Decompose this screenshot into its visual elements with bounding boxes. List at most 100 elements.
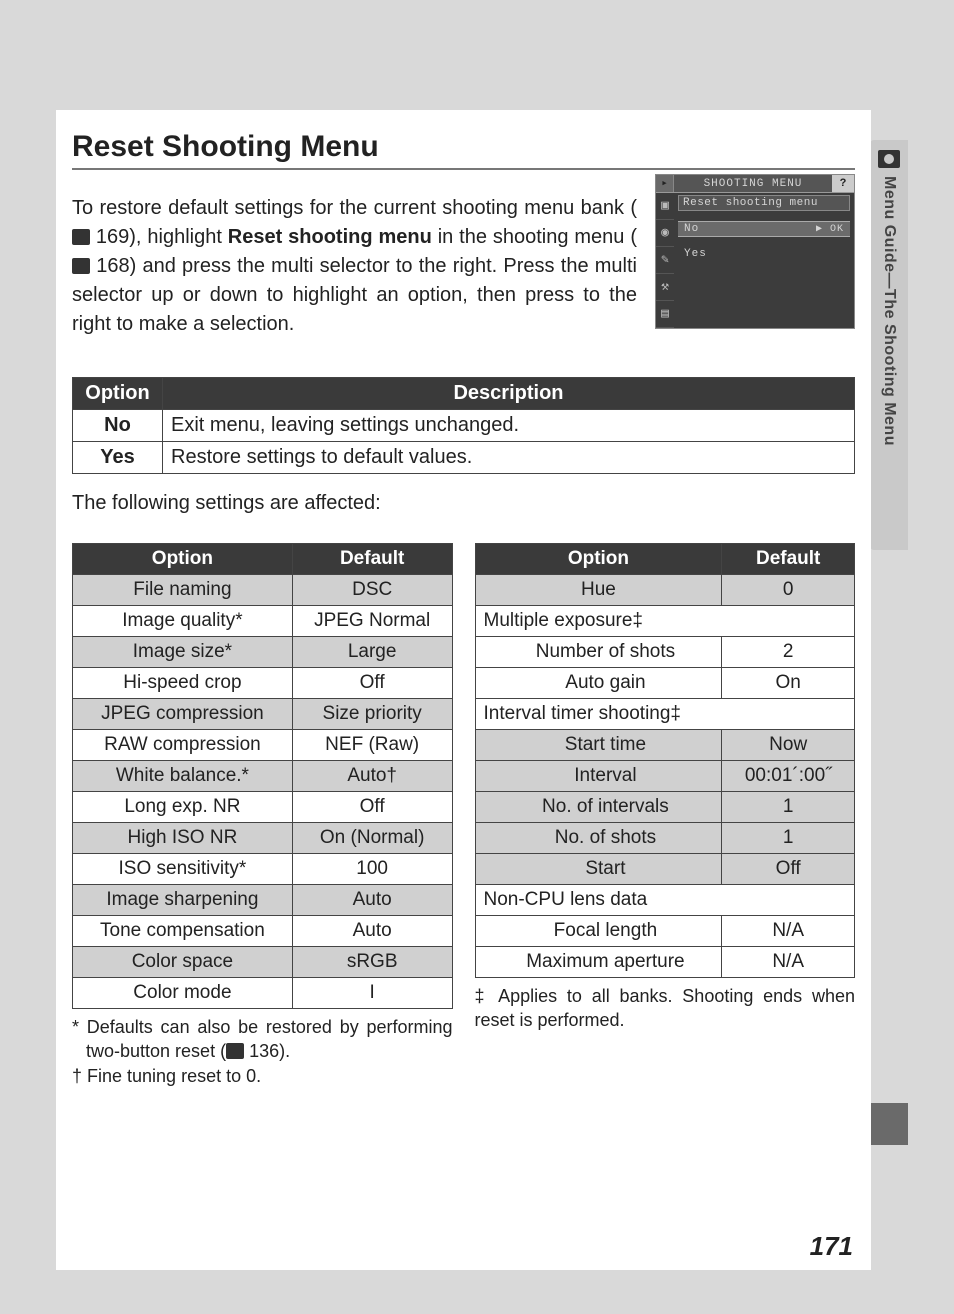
table-row: No. of intervals1 (475, 792, 855, 823)
default-cell: DSC (292, 575, 452, 606)
default-cell: On (722, 668, 855, 699)
options-table: Option Description No Exit menu, leaving… (72, 377, 855, 474)
defaults-tables: Option Default File namingDSCImage quali… (72, 525, 855, 1088)
table-row: White balance.*Auto† (73, 761, 453, 792)
table-row: Color modeI (73, 978, 453, 1009)
option-cell: Color space (73, 947, 293, 978)
table-row: Non-CPU lens data (475, 885, 855, 916)
table-row: Hue0 (475, 575, 855, 606)
defaults-left-col: Option Default File namingDSCImage quali… (72, 525, 453, 1088)
option-cell: Image sharpening (73, 885, 293, 916)
option-cell: Interval (475, 761, 722, 792)
defaults-right-table: Option Default Hue0Multiple exposure‡Num… (475, 543, 856, 978)
option-cell: Tone compensation (73, 916, 293, 947)
camera-icon (878, 150, 900, 168)
default-cell: On (Normal) (292, 823, 452, 854)
col-default: Default (722, 544, 855, 575)
table-row: Maximum apertureN/A (475, 947, 855, 978)
lcd-icon: ▤ (656, 301, 674, 328)
default-cell: NEF (Raw) (292, 730, 452, 761)
page-title: Reset Shooting Menu (72, 130, 855, 170)
default-cell: Off (722, 854, 855, 885)
opt-cell: Yes (73, 442, 163, 474)
table-row: ISO sensitivity*100 (73, 854, 453, 885)
table-header-row: Option Description (73, 378, 855, 410)
footnote-l1b: 136). (244, 1041, 290, 1061)
help-icon: ? (832, 175, 854, 192)
lcd-icon: ▣ (656, 193, 674, 220)
lcd-yes-label: Yes (684, 248, 707, 260)
option-cell: Focal length (475, 916, 722, 947)
default-cell: 0 (722, 575, 855, 606)
intro-bold1: Reset shooting menu (228, 226, 432, 248)
intro-ref1: 169), highlight (90, 226, 228, 248)
option-cell: Hi-speed crop (73, 668, 293, 699)
intro-ref2: 168) and press the multi selector to the… (72, 255, 637, 335)
desc-cell: Restore settings to default values. (163, 442, 855, 474)
table-row: Image quality*JPEG Normal (73, 606, 453, 637)
default-cell: Now (722, 730, 855, 761)
option-cell: Long exp. NR (73, 792, 293, 823)
defaults-right-col: Option Default Hue0Multiple exposure‡Num… (475, 525, 856, 1033)
default-cell: Off (292, 792, 452, 823)
option-cell: Maximum aperture (475, 947, 722, 978)
lcd-title: SHOOTING MENU (674, 178, 832, 190)
option-cell: High ISO NR (73, 823, 293, 854)
default-cell: 1 (722, 823, 855, 854)
default-cell: Auto† (292, 761, 452, 792)
intro-text: To restore default settings for the curr… (72, 194, 637, 339)
table-header-row: Option Default (475, 544, 855, 575)
option-cell: White balance.* (73, 761, 293, 792)
lcd-body: ▣ ◉ ✎ ⚒ ▤ Reset shooting menu No ▶ OK Ye… (656, 193, 854, 328)
footnote-left: * Defaults can also be restored by perfo… (72, 1015, 453, 1088)
lcd-icon: ✎ (656, 247, 674, 274)
col-option: Option (73, 544, 293, 575)
default-cell: 2 (722, 637, 855, 668)
default-cell: I (292, 978, 452, 1009)
col-default: Default (292, 544, 452, 575)
table-row: JPEG compressionSize priority (73, 699, 453, 730)
sidebar-marker (870, 1103, 908, 1145)
manual-ref-icon (72, 258, 90, 274)
table-row: Hi-speed cropOff (73, 668, 453, 699)
intro-p1a: To restore default settings for the curr… (72, 197, 637, 219)
option-cell: RAW compression (73, 730, 293, 761)
table-row: No. of shots1 (475, 823, 855, 854)
footnote-right: ‡ Applies to all banks. Shooting ends wh… (475, 984, 856, 1033)
default-cell: Auto (292, 916, 452, 947)
table-row: Number of shots2 (475, 637, 855, 668)
section-cell: Interval timer shooting‡ (475, 699, 855, 730)
option-cell: Auto gain (475, 668, 722, 699)
table-row: RAW compressionNEF (Raw) (73, 730, 453, 761)
lcd-no-label: No (684, 223, 699, 235)
lcd-icon: ◉ (656, 220, 674, 247)
table-header-row: Option Default (73, 544, 453, 575)
play-icon: ▸ (656, 175, 674, 192)
lcd-row-no: No ▶ OK (678, 221, 850, 237)
sidebar-tab: Menu Guide—The Shooting Menu (870, 140, 908, 550)
table-row: Long exp. NROff (73, 792, 453, 823)
lcd-row-yes: Yes (678, 247, 850, 261)
manual-ref-icon (72, 229, 90, 245)
lcd-subtitle: Reset shooting menu (678, 195, 850, 211)
table-row: High ISO NROn (Normal) (73, 823, 453, 854)
default-cell: Large (292, 637, 452, 668)
table-row: No Exit menu, leaving settings unchanged… (73, 410, 855, 442)
table-row: Color spacesRGB (73, 947, 453, 978)
option-cell: File naming (73, 575, 293, 606)
table-row: Image size*Large (73, 637, 453, 668)
default-cell: Auto (292, 885, 452, 916)
col-description: Description (163, 378, 855, 410)
table-row: Multiple exposure‡ (475, 606, 855, 637)
table-row: Interval timer shooting‡ (475, 699, 855, 730)
lcd-right: Reset shooting menu No ▶ OK Yes (674, 193, 854, 328)
option-cell: No. of shots (475, 823, 722, 854)
table-row: Start timeNow (475, 730, 855, 761)
sidebar-label: Menu Guide—The Shooting Menu (880, 176, 898, 446)
col-option: Option (475, 544, 722, 575)
col-option: Option (73, 378, 163, 410)
table-row: Yes Restore settings to default values. (73, 442, 855, 474)
table-row: Interval00:01´:00˝ (475, 761, 855, 792)
table-row: Focal lengthN/A (475, 916, 855, 947)
lcd-ok-label: ▶ OK (816, 223, 844, 235)
